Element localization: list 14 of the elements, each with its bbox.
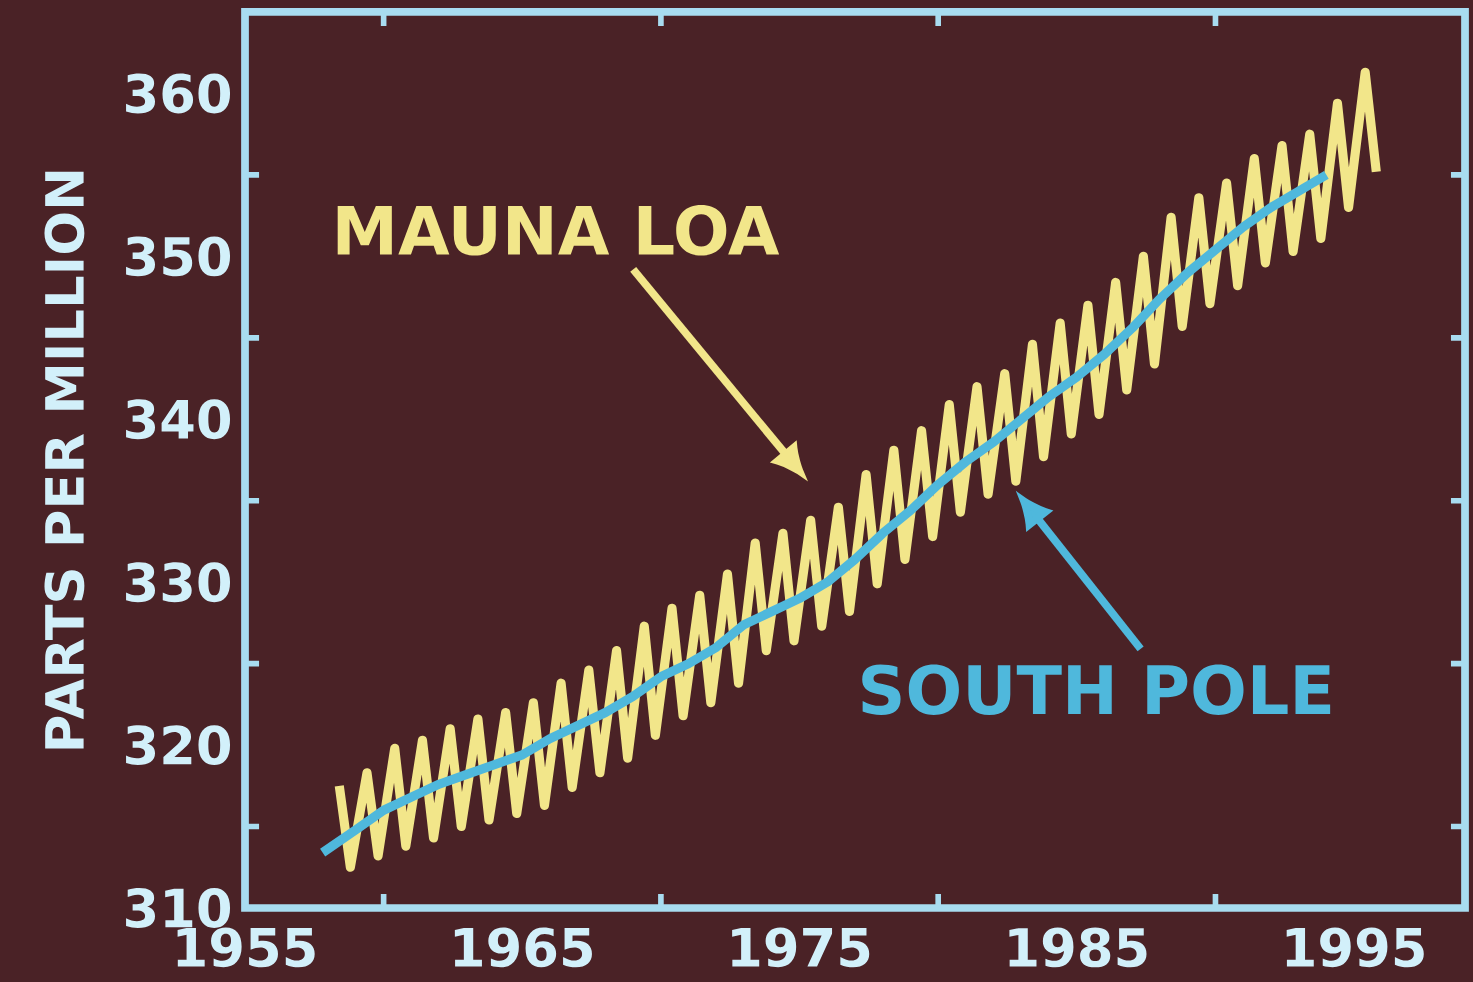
series-label: SOUTH POLE [862,664,1331,715]
x-tick-label: 1995 [1286,927,1424,968]
y-tick-label: 310 [126,888,231,928]
x-tick-label: 1955 [177,927,315,968]
x-tick-label: 1965 [454,927,592,968]
y-tick-label: 350 [126,236,231,277]
text: MAUNA LOA [337,205,780,256]
y-tick-label: 320 [126,725,231,766]
y-axis-title: PARTS PER MILLION [44,171,85,749]
y-tick-label: 340 [126,399,231,440]
x-tick-label: 1985 [1009,927,1147,968]
y-tick-label: 330 [126,562,231,603]
y-tick-label: 360 [126,73,231,114]
x-tick-label: 1975 [732,927,870,968]
